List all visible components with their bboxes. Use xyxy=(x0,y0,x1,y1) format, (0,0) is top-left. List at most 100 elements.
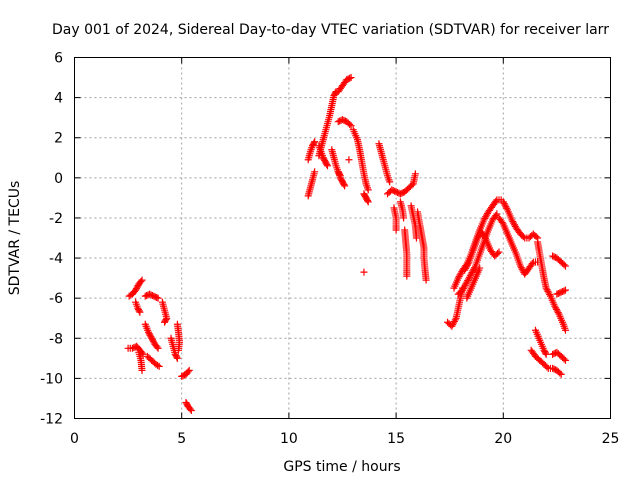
y-tick-label: -10 xyxy=(40,371,63,387)
data-point xyxy=(481,214,489,222)
y-tick-label: 0 xyxy=(54,171,63,187)
data-point xyxy=(460,283,468,291)
data-point xyxy=(551,302,559,310)
data-point xyxy=(132,286,140,294)
grid-lines xyxy=(74,57,611,419)
data-point xyxy=(155,362,163,370)
y-tick-label: -6 xyxy=(49,291,63,307)
data-point xyxy=(516,262,524,270)
data-point xyxy=(364,197,372,205)
x-axis-label: GPS time / hours xyxy=(283,459,400,475)
data-point xyxy=(510,219,518,227)
data-point xyxy=(135,307,143,315)
data-points xyxy=(124,74,569,414)
data-point xyxy=(482,213,490,221)
y-tick-label: -2 xyxy=(49,211,63,227)
data-point xyxy=(347,122,355,130)
x-tick-label: 20 xyxy=(494,431,512,447)
data-point xyxy=(146,331,154,339)
data-point xyxy=(476,264,484,272)
x-tick-label: 10 xyxy=(280,431,298,447)
data-point xyxy=(543,363,551,371)
data-point xyxy=(346,74,354,82)
data-point xyxy=(464,260,472,268)
data-point xyxy=(364,198,372,206)
data-point xyxy=(542,350,550,358)
data-point xyxy=(462,264,470,272)
data-point xyxy=(479,230,487,238)
data-point xyxy=(161,318,169,326)
data-point xyxy=(459,285,467,293)
y-tick-label: -8 xyxy=(49,331,63,347)
data-point xyxy=(456,271,464,279)
data-point xyxy=(510,221,518,229)
data-point xyxy=(553,307,561,315)
data-point xyxy=(554,309,562,317)
data-point xyxy=(561,326,569,334)
y-tick-label: 2 xyxy=(54,131,63,147)
data-point xyxy=(463,261,471,269)
data-point xyxy=(468,268,476,276)
data-point xyxy=(544,287,552,295)
data-point xyxy=(462,280,470,288)
data-point xyxy=(492,197,500,205)
data-point xyxy=(341,182,349,190)
data-point xyxy=(147,333,155,341)
data-point xyxy=(466,272,474,280)
data-point xyxy=(133,283,141,291)
data-point xyxy=(364,186,372,194)
data-point xyxy=(470,265,478,273)
data-point xyxy=(519,233,527,241)
y-tick-label: 6 xyxy=(54,51,63,67)
data-point xyxy=(455,273,463,281)
data-point xyxy=(138,276,146,284)
data-point xyxy=(451,316,459,324)
data-point xyxy=(173,354,181,362)
data-point xyxy=(462,263,470,271)
chart-title: Day 001 of 2024, Sidereal Day-to-day VTE… xyxy=(52,22,609,38)
data-point xyxy=(552,304,560,312)
data-point xyxy=(411,170,419,178)
data-point xyxy=(499,198,507,206)
data-point xyxy=(360,268,368,276)
data-point xyxy=(561,262,569,270)
data-point xyxy=(543,286,551,294)
data-point xyxy=(480,216,488,224)
data-point xyxy=(400,214,408,222)
data-point xyxy=(185,366,193,374)
data-point xyxy=(560,261,568,269)
data-point xyxy=(174,346,182,354)
data-point xyxy=(465,273,473,281)
data-point xyxy=(187,406,195,414)
x-tick-label: 5 xyxy=(177,431,186,447)
data-point xyxy=(154,361,162,369)
data-point xyxy=(560,287,568,295)
data-point xyxy=(509,218,517,226)
data-point xyxy=(454,274,462,282)
data-point xyxy=(153,293,161,301)
data-point xyxy=(144,328,152,336)
data-point xyxy=(145,330,153,338)
data-point xyxy=(467,270,475,278)
y-tick-label: 4 xyxy=(54,91,63,107)
data-point xyxy=(310,139,318,147)
data-point xyxy=(186,405,194,413)
data-point xyxy=(546,291,554,299)
data-point xyxy=(493,210,501,218)
data-point xyxy=(136,308,144,316)
data-point xyxy=(138,366,146,374)
data-point xyxy=(498,218,506,226)
data-point xyxy=(340,181,348,189)
data-point xyxy=(422,276,430,284)
data-point xyxy=(392,226,400,234)
data-point xyxy=(480,233,488,241)
data-point xyxy=(532,233,540,241)
data-point xyxy=(541,349,549,357)
data-point xyxy=(449,321,457,329)
data-point xyxy=(495,248,503,256)
data-point xyxy=(450,317,458,325)
data-point xyxy=(137,277,145,285)
data-point xyxy=(323,162,331,170)
data-point xyxy=(184,368,192,376)
x-tick-label: 15 xyxy=(387,431,405,447)
